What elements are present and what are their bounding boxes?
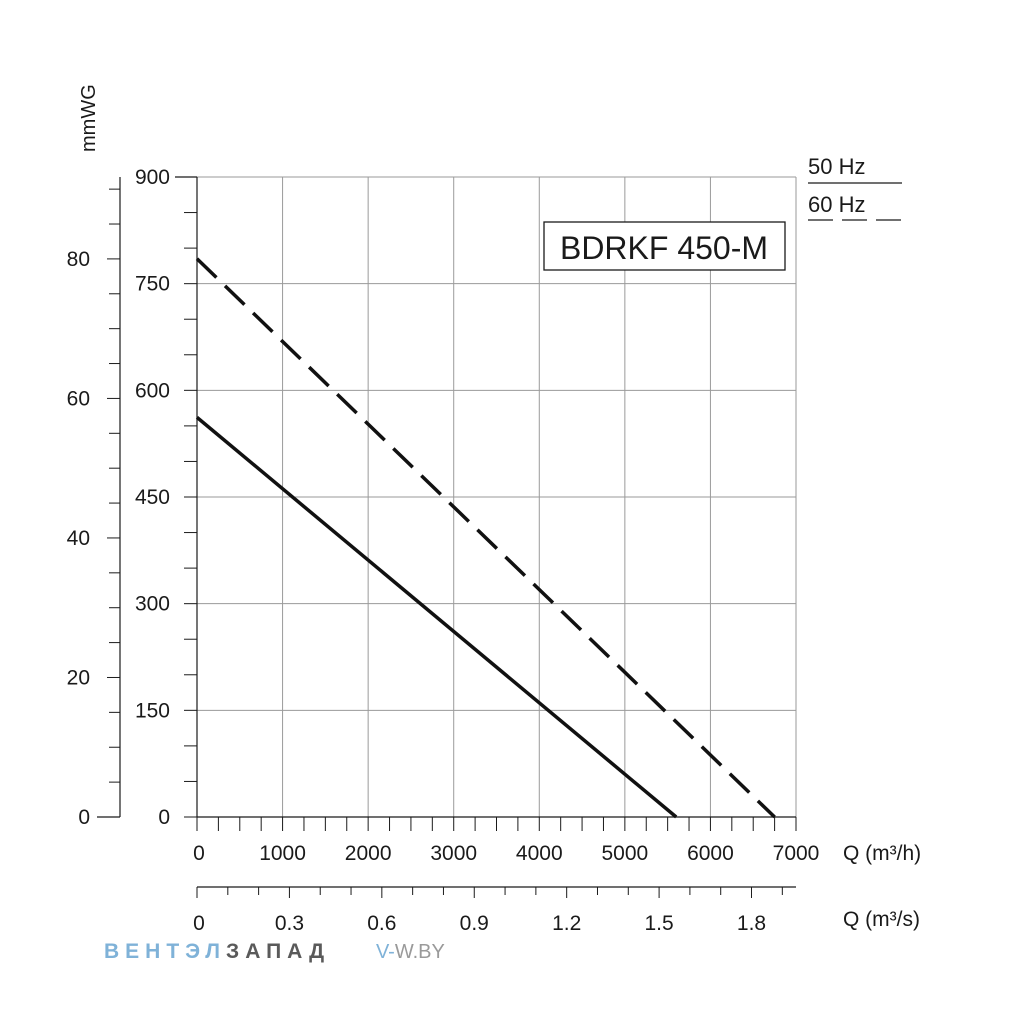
y-mmwg-tick-label: 80 xyxy=(67,248,90,271)
title-box: BDRKF 450-M xyxy=(543,221,786,271)
x-tick-label: 4000 xyxy=(516,842,563,865)
legend-label-60hz: 60 Hz xyxy=(808,192,865,217)
grid-lines xyxy=(197,176,797,817)
x2-tick-label: 1.5 xyxy=(644,912,673,935)
x-tick-label: 0 xyxy=(193,842,205,865)
watermark: ВЕНТЭЛЗАПАД V-W.BY xyxy=(104,940,445,970)
series-lines xyxy=(195,257,776,819)
x2-tick-label: 1.2 xyxy=(552,912,581,935)
y-mmwg-tick-label: 60 xyxy=(67,387,90,410)
y-axis-label-mmwg: mmWG xyxy=(78,84,100,152)
x-tick-label: 6000 xyxy=(687,842,734,865)
x-tick-label: 3000 xyxy=(430,842,477,865)
y-mmwg-tick-label: 0 xyxy=(78,806,90,829)
minor-ticks xyxy=(107,176,797,898)
x-tick-label: 7000 xyxy=(773,842,820,865)
legend-label-50hz: 50 Hz xyxy=(808,154,865,179)
y-pa-tick-label: 150 xyxy=(135,699,170,722)
x-tick-label: 1000 xyxy=(259,842,306,865)
series-line-60hz xyxy=(195,257,776,819)
watermark-site-part2: W.BY xyxy=(394,941,445,963)
axes xyxy=(97,176,796,888)
x2-tick-label: 0.6 xyxy=(367,912,396,935)
y-pa-tick-label: 450 xyxy=(135,486,170,509)
x-axis-label: Q (m³/h) xyxy=(843,842,921,865)
y-pa-tick-label: 600 xyxy=(135,379,170,402)
x-tick-label: 2000 xyxy=(345,842,392,865)
y-pa-tick-label: 0 xyxy=(158,806,170,829)
y-pa-tick-label: 300 xyxy=(135,593,170,616)
y-pa-tick-label: 750 xyxy=(135,273,170,296)
x2-axis-label: Q (m³/s) xyxy=(843,908,920,931)
chart-title: BDRKF 450-M xyxy=(560,230,768,266)
y-pa-tick-label: 900 xyxy=(135,166,170,189)
y-pa-tick-labels: 0 150 300 450 600 750 900 xyxy=(135,166,170,829)
x2-tick-label: 0.9 xyxy=(460,912,489,935)
y-mmwg-tick-label: 20 xyxy=(67,666,90,689)
y-mmwg-tick-label: 40 xyxy=(67,527,90,550)
x2-tick-label: 0 xyxy=(193,912,205,935)
series-line-50hz xyxy=(195,416,678,819)
y-mmwg-tick-labels: 0 20 40 60 80 xyxy=(67,248,90,829)
x2-tick-label: 0.3 xyxy=(275,912,304,935)
legend: 50 Hz 60 Hz xyxy=(808,154,902,221)
watermark-brand-part1: ВЕНТЭЛ xyxy=(104,940,227,963)
watermark-site: V-W.BY xyxy=(376,941,445,963)
watermark-site-part1: V- xyxy=(375,941,395,963)
title-box-frame xyxy=(543,221,786,271)
x2-tick-label: 1.8 xyxy=(737,912,766,935)
x-tick-labels: 0 1000 2000 3000 4000 5000 6000 7000 xyxy=(193,842,819,865)
watermark-brand-part2: ЗАПАД xyxy=(226,940,331,963)
x2-tick-labels: 0 0.3 0.6 0.9 1.2 1.5 1.8 xyxy=(193,912,766,935)
x-tick-label: 5000 xyxy=(601,842,648,865)
